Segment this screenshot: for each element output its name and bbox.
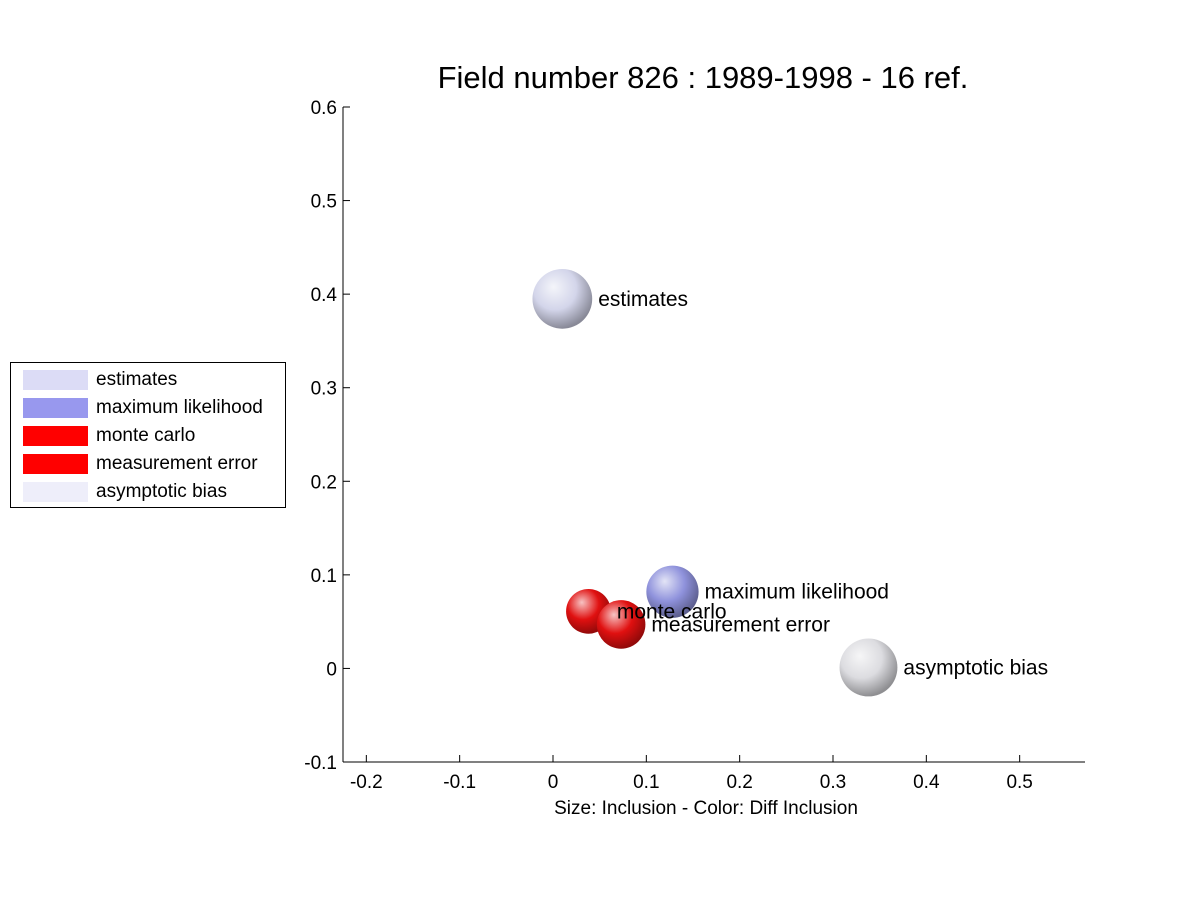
- data-point-sphere: [596, 600, 646, 649]
- x-tick-label: -0.1: [443, 772, 476, 793]
- x-tick-label: 0.3: [820, 772, 846, 793]
- legend-item: monte carlo: [23, 425, 195, 447]
- legend-item: maximum likelihood: [23, 397, 263, 419]
- data-point-label: asymptotic bias: [903, 656, 1048, 679]
- x-tick-label: 0.4: [913, 772, 940, 793]
- legend: estimates maximum likelihood monte carlo me…: [10, 362, 286, 508]
- x-tick-label: 0.5: [1006, 772, 1032, 793]
- x-tick-label: -0.2: [350, 772, 383, 793]
- axes: -0.2 -0.1 0 0.1 0.2 0.3 0.4 0.5 -0.1 0 0.1 0.2 0.3 0.…: [304, 98, 1085, 793]
- legend-item: measurement error: [23, 453, 258, 475]
- legend-label: estimates: [96, 369, 178, 390]
- legend-label: maximum likelihood: [96, 397, 263, 418]
- y-tick-label: 0.2: [311, 472, 337, 493]
- y-tick-label: 0: [326, 659, 337, 680]
- data-point-label: maximum likelihood: [705, 581, 889, 604]
- data-point-label: monte carlo: [617, 600, 727, 623]
- legend-swatch: [23, 370, 88, 390]
- chart-title: Field number 826 : 1989-1998 - 16 ref.: [438, 60, 969, 95]
- data-point-sphere: [839, 638, 898, 697]
- legend-swatch: [23, 482, 88, 502]
- y-tick-label: 0.4: [311, 285, 338, 306]
- y-tick-label: -0.1: [304, 753, 337, 774]
- legend-item: estimates: [23, 369, 177, 391]
- data-point-sphere: [532, 268, 593, 329]
- x-axis-label: Size: Inclusion - Color: Diff Inclusion: [554, 798, 858, 819]
- data-point-label: measurement error: [651, 613, 830, 636]
- legend-label: asymptotic bias: [96, 481, 227, 502]
- y-tick-label: 0.1: [311, 566, 337, 587]
- x-tick-label: 0: [548, 772, 559, 793]
- legend-swatch: [23, 398, 88, 418]
- legend-label: monte carlo: [96, 425, 196, 446]
- data-point-sphere: [646, 565, 699, 618]
- y-tick-label: 0.3: [311, 379, 337, 400]
- legend-label: measurement error: [96, 453, 258, 474]
- y-tick-label: 0.6: [311, 98, 337, 119]
- legend-swatch: [23, 426, 88, 446]
- x-tick-label: 0.2: [726, 772, 752, 793]
- data-point-label: estimates: [598, 288, 688, 311]
- legend-swatch: [23, 454, 88, 474]
- legend-item: asymptotic bias: [23, 481, 227, 503]
- x-tick-label: 0.1: [633, 772, 659, 793]
- y-tick-label: 0.5: [311, 192, 337, 213]
